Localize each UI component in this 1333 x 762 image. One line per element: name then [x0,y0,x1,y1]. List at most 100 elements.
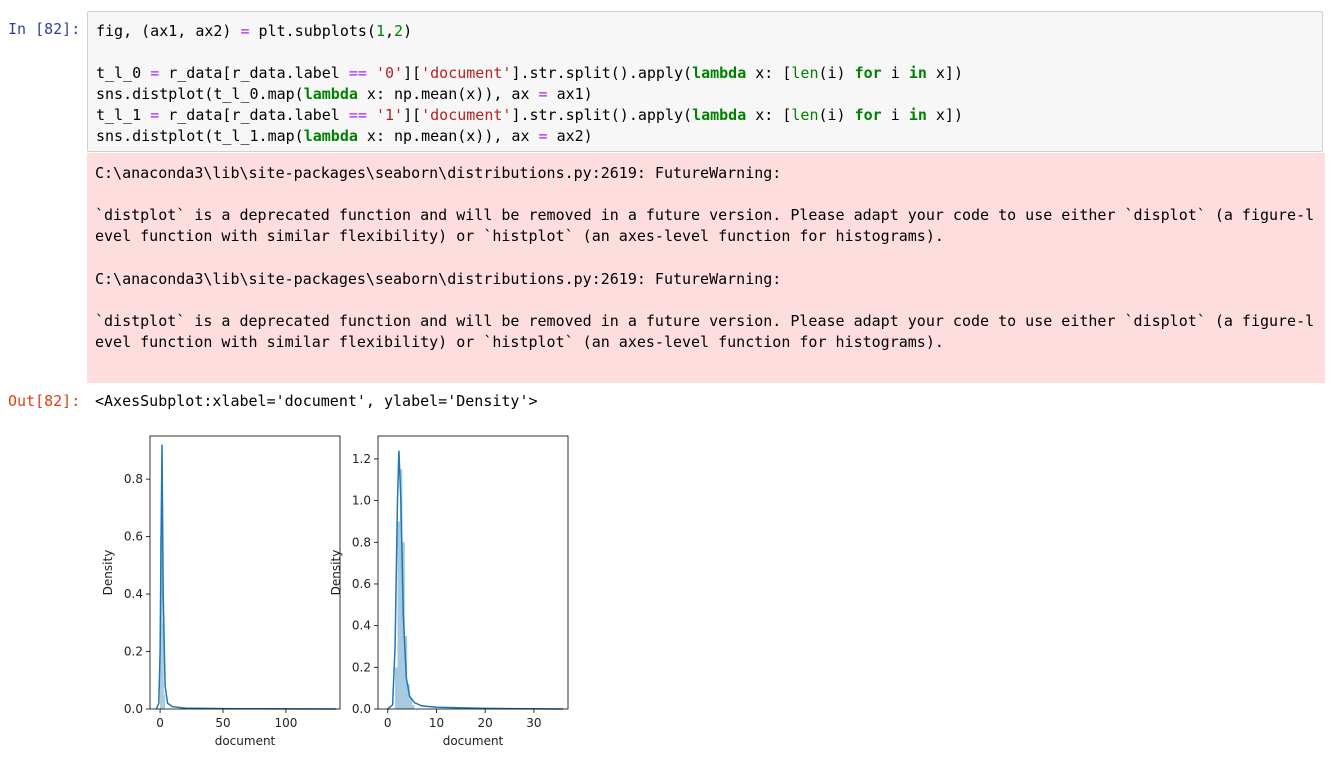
code-token: 2 [394,22,404,40]
code-cell-editor[interactable]: fig, (ax1, ax2) = plt.subplots(1,2) t_l_… [87,11,1323,152]
code-token: ].str.split().apply( [511,106,693,124]
axes-frame [149,435,341,710]
x-tick-label: 30 [526,716,541,730]
code-token: t_l_1 [96,106,151,124]
histogram-bar [409,698,413,709]
code-token: in [908,106,927,124]
warning-message: `distplot` is a deprecated function and … [95,312,1315,330]
code-token: x: [ [746,64,792,82]
code-token: t_l_0 [96,64,151,82]
code-token: x]) [926,106,963,124]
histogram-bar [399,469,403,709]
y-tick-label: 0.2 [352,660,371,674]
y-axis-label: Density [101,550,115,596]
code-token: ].str.split().apply( [511,64,693,82]
output-prompt: Out[82]: [8,392,81,410]
code-token: = [150,106,160,124]
code-token: lambda [692,64,747,82]
code-line-4: t_l_1 = r_data[r_data.label == '1']['doc… [96,105,963,125]
code-token: len [791,106,819,124]
code-token: (i) [818,64,855,82]
code-token: 'document' [421,106,512,124]
y-tick-label: 0.8 [352,535,371,549]
x-tick-label: 50 [215,716,230,730]
kde-line [155,444,337,710]
kde-line [387,450,564,710]
code-token: i [881,64,909,82]
y-tick-label: 0.6 [352,577,371,591]
code-line-1: fig, (ax1, ax2) = plt.subplots(1,2) [96,21,412,41]
warning-message: evel function with similar flexibility) … [95,227,944,245]
warning-path: C:\anaconda3\lib\site-packages\seaborn\d… [95,270,782,288]
code-line-2: t_l_0 = r_data[r_data.label == '0']['doc… [96,63,963,83]
code-token: ][ [403,64,422,82]
code-token: , [385,22,395,40]
code-token: for [854,64,882,82]
code-token: (i) [818,106,855,124]
code-token: 1 [375,22,385,40]
code-token: ax1) [547,85,593,103]
axes-frame [377,435,569,710]
y-tick-label: 0.0 [124,702,143,716]
code-token: x]) [926,64,963,82]
x-tick-label: 100 [274,716,297,730]
code-token: in [908,64,927,82]
code-token: plt.subplots( [249,22,376,40]
histogram-bar [407,683,410,709]
y-tick-label: 1.0 [352,494,371,508]
code-line-3: sns.distplot(t_l_0.map(lambda x: np.mean… [96,84,593,104]
code-token: x: np.mean(x)), ax [357,127,539,145]
code-token: i [881,106,909,124]
code-token: ][ [403,106,422,124]
histogram-bar [163,694,166,709]
code-token: == [348,64,367,82]
code-token: lambda [692,106,747,124]
code-token: = [150,64,160,82]
warning-path: C:\anaconda3\lib\site-packages\seaborn\d… [95,164,782,182]
code-token: x: [ [746,106,792,124]
x-tick-label: 0 [156,716,164,730]
y-tick-label: 0.2 [124,645,143,659]
code-token: for [854,106,882,124]
x-tick-label: 0 [384,716,392,730]
y-tick-label: 0.4 [124,587,143,601]
code-token: '1' [375,106,404,124]
y-tick-label: 0.6 [124,530,143,544]
histogram-bar [395,667,398,709]
histogram-bar [162,622,164,709]
code-token: 'document' [421,64,512,82]
code-line-5: sns.distplot(t_l_1.map(lambda x: np.mean… [96,126,593,146]
x-tick-label: 20 [478,716,493,730]
output-repr: <AxesSubplot:xlabel='document', ylabel='… [95,392,538,410]
x-axis-label: document [215,734,276,748]
code-token: lambda [303,85,358,103]
code-token: fig, (ax1, ax2) [96,22,241,40]
code-token: lambda [303,127,358,145]
y-tick-label: 0.0 [352,702,371,716]
y-tick-label: 1.2 [352,452,371,466]
code-token: r_data[r_data.label [159,106,349,124]
warning-message: `distplot` is a deprecated function and … [95,206,1315,224]
histogram-bar [397,521,400,709]
code-token: ) [403,22,413,40]
code-token: ax2) [547,127,593,145]
code-token: = [538,85,548,103]
code-token: sns.distplot(t_l_0.map( [96,85,304,103]
histogram-bar [412,704,415,709]
code-token: sns.distplot(t_l_1.map( [96,127,304,145]
y-axis-label: Density [329,550,343,596]
warning-message: evel function with similar flexibility) … [95,333,944,351]
x-axis-label: document [443,734,504,748]
y-tick-label: 0.8 [124,472,143,486]
histogram-bar [161,450,163,709]
y-tick-label: 0.4 [352,619,371,633]
code-token: r_data[r_data.label [159,64,349,82]
stderr-output: C:\anaconda3\lib\site-packages\seaborn\d… [87,153,1325,383]
code-token: = [240,22,250,40]
code-token: len [791,64,819,82]
code-token: = [538,127,548,145]
code-token: '0' [375,64,404,82]
x-tick-label: 10 [429,716,444,730]
input-prompt: In [82]: [8,20,81,38]
